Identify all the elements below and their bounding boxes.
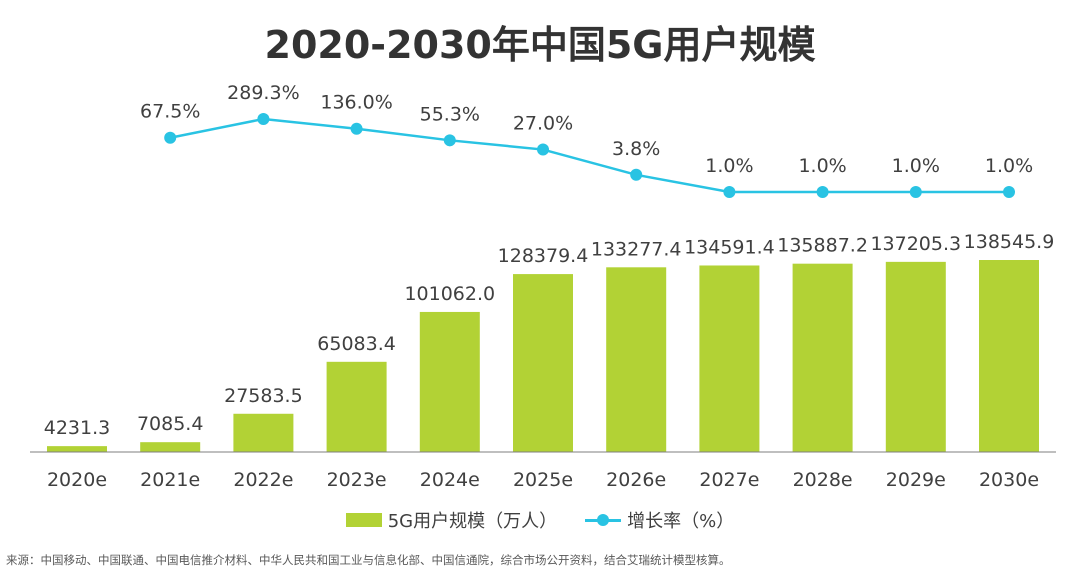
bar-2029e	[885, 261, 946, 452]
x-tick-label: 2023e	[327, 469, 387, 491]
bar-2023e	[326, 361, 387, 452]
bars-layer	[47, 260, 1039, 452]
legend-bar-label: 5G用户规模（万人）	[387, 511, 558, 532]
bar-value-label: 133277.4	[591, 238, 682, 260]
legend-bar-swatch	[345, 513, 382, 527]
growth-value-label: 3.8%	[612, 138, 660, 160]
bar-value-label: 128379.4	[498, 245, 589, 267]
growth-line-layer: 67.5% 289.3% 136.0% 55.3% 27.0% 3.8% 1.0% 1.0% 1…	[140, 82, 1033, 198]
x-tick-label: 2029e	[886, 469, 946, 491]
growth-point-2028e	[816, 186, 829, 198]
bar-2026e	[606, 267, 667, 452]
growth-point-2027e	[723, 186, 736, 198]
growth-point-2022e	[257, 113, 270, 125]
growth-value-label: 1.0%	[705, 155, 753, 177]
chart-plot: 2020e 2021e 2022e 2023e 2024e 2025e 2026e 2027e…	[30, 82, 1056, 491]
bar-2024e	[419, 311, 480, 452]
chart-title: 2020-2030年中国5G用户规模	[264, 23, 816, 67]
x-tick-label: 2027e	[699, 469, 759, 491]
legend-item-line: 增长率（%）	[585, 507, 734, 533]
bar-value-label: 7085.4	[137, 413, 203, 435]
x-tick-label: 2020e	[47, 469, 107, 491]
bar-value-label: 27583.5	[224, 385, 303, 407]
growth-line	[169, 117, 1009, 194]
legend: 5G用户规模（万人） 增长率（%）	[0, 507, 1080, 533]
growth-point-2025e	[537, 143, 549, 156]
bar-value-label: 4231.3	[44, 417, 110, 439]
growth-point-2024e	[443, 134, 456, 147]
bar-value-label: 135887.2	[777, 235, 868, 257]
bar-2030e	[979, 260, 1039, 452]
bar-value-label: 138545.9	[964, 231, 1055, 253]
bar-2022e	[233, 413, 294, 452]
legend-line-label: 增长率（%）	[627, 511, 735, 532]
legend-line-swatch	[585, 513, 622, 527]
growth-value-label: 55.3%	[420, 103, 480, 125]
growth-value-label: 136.0%	[320, 92, 392, 114]
bar-2025e	[513, 274, 573, 452]
growth-value-label: 1.0%	[892, 155, 940, 177]
bar-value-label: 137205.3	[870, 233, 961, 255]
bar-2021e	[140, 442, 201, 452]
source-note: 来源：中国移动、中国联通、中国电信推介材料、中华人民共和国工业与信息化部、中国信…	[6, 553, 731, 567]
x-tick-labels: 2020e 2021e 2022e 2023e 2024e 2025e 2026e 2027e…	[47, 469, 1039, 491]
growth-point-2021e	[164, 131, 177, 144]
x-tick-label: 2026e	[606, 469, 666, 491]
growth-point-2023e	[350, 122, 363, 135]
bar-2020e	[47, 446, 107, 452]
growth-point-2029e	[909, 186, 922, 198]
bar-value-label: 134591.4	[684, 236, 775, 258]
growth-value-label: 27.0%	[513, 113, 573, 135]
growth-value-label: 1.0%	[985, 155, 1033, 177]
legend-item-bar: 5G用户规模（万人）	[345, 507, 558, 533]
x-tick-label: 2024e	[420, 469, 480, 491]
bar-2028e	[792, 263, 853, 452]
x-tick-label: 2021e	[140, 469, 200, 491]
x-tick-label: 2030e	[979, 469, 1039, 491]
growth-point-2030e	[1003, 186, 1015, 198]
growth-point-2026e	[630, 168, 643, 181]
bar-value-label: 65083.4	[317, 333, 396, 355]
x-tick-label: 2025e	[513, 469, 573, 491]
growth-value-label: 67.5%	[140, 101, 200, 123]
bar-value-labels: 4231.3 7085.4 27583.5 65083.4 101062.0128379…	[44, 231, 1055, 439]
bar-value-label: 101062.0	[404, 283, 495, 305]
x-tick-label: 2028e	[793, 469, 853, 491]
bar-2027e	[699, 265, 760, 452]
growth-value-label: 1.0%	[798, 155, 846, 177]
x-tick-label: 2022e	[233, 469, 293, 491]
growth-value-label: 289.3%	[227, 82, 299, 104]
